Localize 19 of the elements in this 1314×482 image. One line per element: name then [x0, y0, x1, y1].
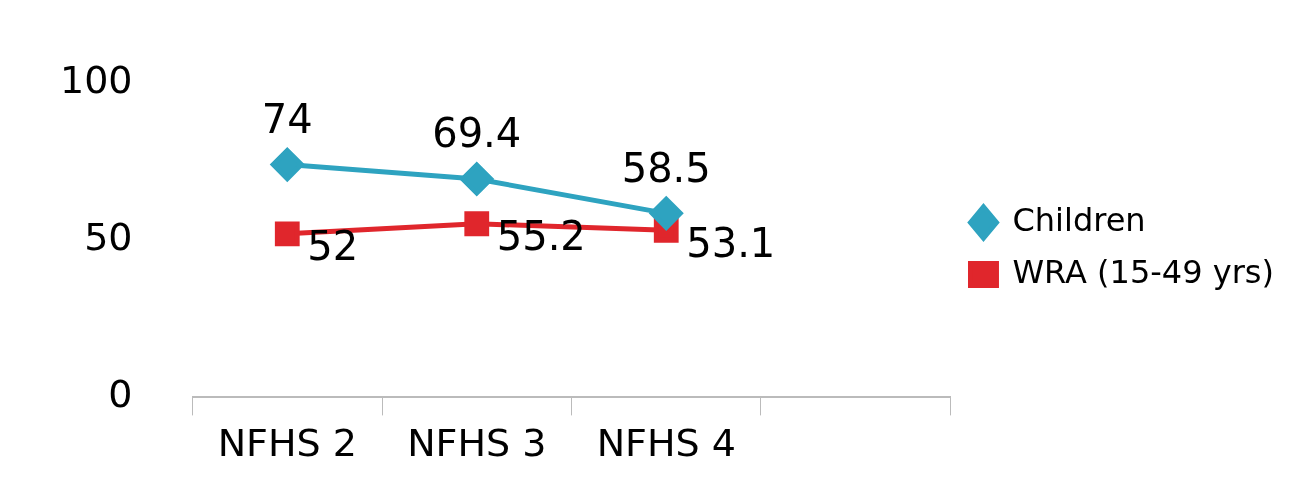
y-tick-label: 100: [60, 57, 133, 102]
y-tick-label: 50: [84, 214, 133, 259]
point: [274, 221, 300, 247]
point: [464, 211, 490, 237]
x-tick-label: NFHS 3: [407, 421, 547, 466]
point: [460, 162, 494, 196]
data-label: 55.2: [496, 213, 586, 260]
data-label: 58.5: [621, 144, 711, 191]
point: [649, 196, 683, 230]
data-label: 74: [261, 95, 313, 142]
x-tick-label: NFHS 2: [217, 421, 357, 466]
point: [270, 148, 304, 182]
data-label: 69.4: [432, 110, 522, 157]
data-label: 53.1: [686, 219, 776, 266]
data-label: 52: [307, 223, 359, 270]
legend-label: Children: [1012, 200, 1146, 239]
legend-label: WRA (15-49 yrs): [1012, 252, 1274, 291]
y-tick-label: 0: [108, 372, 133, 417]
x-tick-label: NFHS 4: [596, 421, 736, 466]
